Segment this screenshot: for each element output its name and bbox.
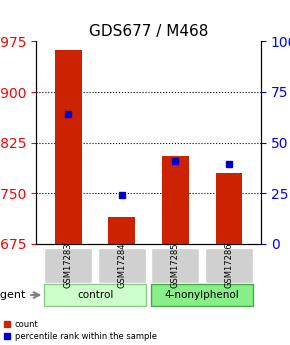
Text: GSM17285: GSM17285 xyxy=(171,243,180,288)
FancyBboxPatch shape xyxy=(44,284,146,306)
FancyBboxPatch shape xyxy=(151,284,253,306)
Bar xyxy=(108,217,135,244)
FancyBboxPatch shape xyxy=(98,248,146,283)
Text: agent: agent xyxy=(0,290,26,300)
Text: 4-nonylphenol: 4-nonylphenol xyxy=(165,290,240,300)
Bar xyxy=(55,50,82,244)
Bar xyxy=(162,156,189,244)
Title: GDS677 / M468: GDS677 / M468 xyxy=(89,24,208,39)
FancyBboxPatch shape xyxy=(205,248,253,283)
FancyBboxPatch shape xyxy=(44,248,93,283)
FancyBboxPatch shape xyxy=(151,248,200,283)
Legend: count, percentile rank within the sample: count, percentile rank within the sample xyxy=(0,317,160,344)
Bar xyxy=(215,173,242,244)
Text: control: control xyxy=(77,290,113,300)
Text: GSM17284: GSM17284 xyxy=(117,243,126,288)
Text: GSM17286: GSM17286 xyxy=(224,243,233,288)
Text: GSM17283: GSM17283 xyxy=(64,243,73,288)
